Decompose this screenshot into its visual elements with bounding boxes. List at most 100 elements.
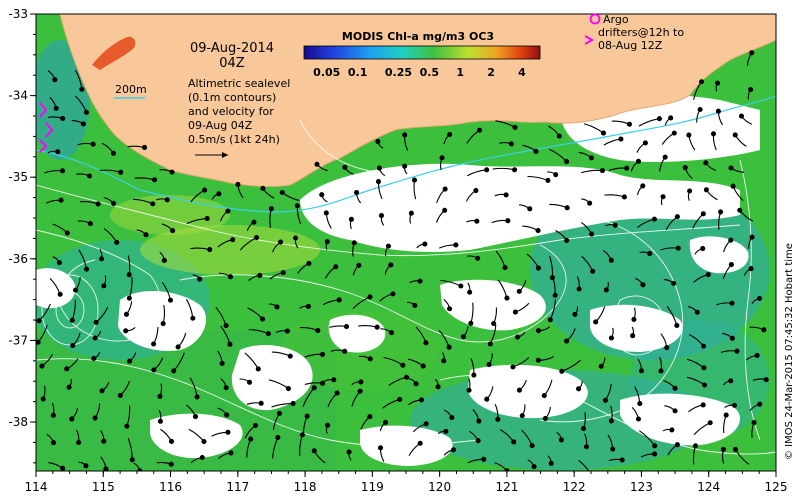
velocity-arrow-head xyxy=(737,207,743,213)
lat-tick-label: -34 xyxy=(8,89,28,103)
argo-legend: Argo drifters@12h to 08-Aug 12Z xyxy=(598,13,684,52)
velocity-arrows xyxy=(36,50,769,478)
velocity-arrow-head xyxy=(548,460,554,467)
velocity-arrow-head xyxy=(466,387,472,393)
note-line-4: 09-Aug 04Z xyxy=(188,119,253,132)
velocity-arrow-head xyxy=(143,232,149,238)
velocity-arrow-head xyxy=(99,256,105,262)
velocity-arrow-head xyxy=(484,396,490,402)
velocity-arrow-head xyxy=(192,414,199,420)
colorbar-title: MODIS Chl-a mg/m3 OC3 xyxy=(342,30,494,43)
velocity-arrow-head xyxy=(92,335,98,341)
velocity-arrow-head xyxy=(351,240,357,246)
velocity-arrow-head xyxy=(175,344,181,350)
velocity-arrow-head xyxy=(477,127,483,133)
velocity-arrow-head xyxy=(126,295,132,301)
velocity-arrow-head xyxy=(268,206,274,212)
velocity-arrow-head xyxy=(190,315,196,321)
velocity-arrow-head xyxy=(412,302,418,308)
velocity-arrow-head xyxy=(442,207,448,213)
velocity-arrow-head xyxy=(703,160,709,166)
velocity-arrow-head xyxy=(700,402,706,408)
velocity-arrow-head xyxy=(70,343,76,349)
velocity-arrow-head xyxy=(718,209,724,215)
velocity-arrow-head xyxy=(529,443,535,449)
velocity-arrow-head xyxy=(408,210,414,216)
velocity-arrow-head xyxy=(674,214,680,220)
scale-arrow xyxy=(195,152,228,158)
velocity-arrow-head xyxy=(503,192,509,198)
velocity-arrow-head xyxy=(672,408,678,414)
velocity-arrow-head xyxy=(682,165,688,171)
velocity-arrow-head xyxy=(216,191,222,197)
velocity-arrow-head xyxy=(738,113,745,119)
velocity-arrow-head xyxy=(358,379,364,385)
velocity-arrow-head xyxy=(545,177,551,183)
velocity-arrow-head xyxy=(157,418,163,424)
velocity-arrow-head xyxy=(114,239,120,245)
velocity-arrow-head xyxy=(93,319,99,325)
velocity-arrow-head xyxy=(553,172,559,178)
velocity-arrow-head xyxy=(374,324,380,330)
velocity-arrow-head xyxy=(167,297,174,303)
velocity-arrow-head xyxy=(151,341,157,347)
velocity-arrow-head xyxy=(599,168,606,174)
velocity-arrow-head xyxy=(157,393,163,399)
velocity-arrow-head xyxy=(484,167,490,173)
velocity-arrow-head xyxy=(84,266,90,272)
lat-tick-label: -38 xyxy=(8,415,28,429)
velocity-arrow-head xyxy=(731,402,738,408)
latitude-axis: -33 -34 -35 -36 -37 -38 xyxy=(8,7,36,464)
velocity-arrow-head xyxy=(64,366,70,372)
velocity-arrow-head xyxy=(194,394,200,400)
velocity-arrow-head xyxy=(583,444,590,450)
velocity-arrow-head xyxy=(590,474,594,478)
velocity-arrow-head xyxy=(388,262,394,268)
lon-tick-label: 123 xyxy=(630,480,653,494)
velocity-arrow-head xyxy=(224,412,230,418)
velocity-arrow-head xyxy=(280,270,286,276)
velocity-arrow-head xyxy=(66,384,72,390)
velocity-arrow-head xyxy=(700,246,706,252)
velocity-arrow-head xyxy=(729,335,735,341)
velocity-arrow-head xyxy=(117,392,123,398)
velocity-arrow-head xyxy=(168,438,175,444)
velocity-arrow-head xyxy=(572,311,578,317)
velocity-arrow-head xyxy=(141,144,148,151)
velocity-arrow-head xyxy=(460,334,466,340)
velocity-arrow-head xyxy=(413,381,419,387)
velocity-arrow-head xyxy=(60,115,66,122)
velocity-arrow-head xyxy=(481,456,487,462)
velocity-arrow-head xyxy=(126,272,132,278)
velocity-arrow-head xyxy=(535,328,542,334)
velocity-arrow-head xyxy=(59,168,66,174)
velocity-arrow-head xyxy=(334,390,340,396)
velocity-arrow-head xyxy=(527,206,533,212)
argo-line-3: 08-Aug 12Z xyxy=(598,39,663,52)
velocity-arrow-head xyxy=(729,300,735,306)
velocity-arrow-head xyxy=(69,317,75,323)
argo-drifter-track xyxy=(39,102,48,118)
velocity-arrow-head xyxy=(471,372,477,378)
velocity-arrow-head xyxy=(662,154,668,160)
velocity-arrow-head xyxy=(403,374,410,380)
velocity-arrow-head xyxy=(285,385,291,392)
velocity-arrow-head xyxy=(227,341,233,347)
velocity-arrow-head xyxy=(168,461,174,467)
velocity-arrow-head xyxy=(531,464,537,470)
velocity-arrow-head xyxy=(223,323,229,329)
colorbar-tick-label: 0.1 xyxy=(348,66,368,79)
velocity-arrow-head xyxy=(324,239,330,245)
velocity-arrow-head xyxy=(378,213,385,219)
velocity-arrow-head xyxy=(417,440,423,446)
velocity-arrow-head xyxy=(610,446,616,452)
velocity-arrow-head xyxy=(385,243,391,249)
velocity-arrow-head xyxy=(467,289,473,295)
velocity-arrow-head xyxy=(687,188,693,194)
velocity-arrow-head xyxy=(123,328,129,334)
note-line-2: (0.1m contours) xyxy=(188,91,276,104)
map-date: 09-Aug-2014 xyxy=(190,41,274,56)
velocity-arrow-head xyxy=(367,414,373,420)
velocity-arrow-head xyxy=(101,438,107,444)
